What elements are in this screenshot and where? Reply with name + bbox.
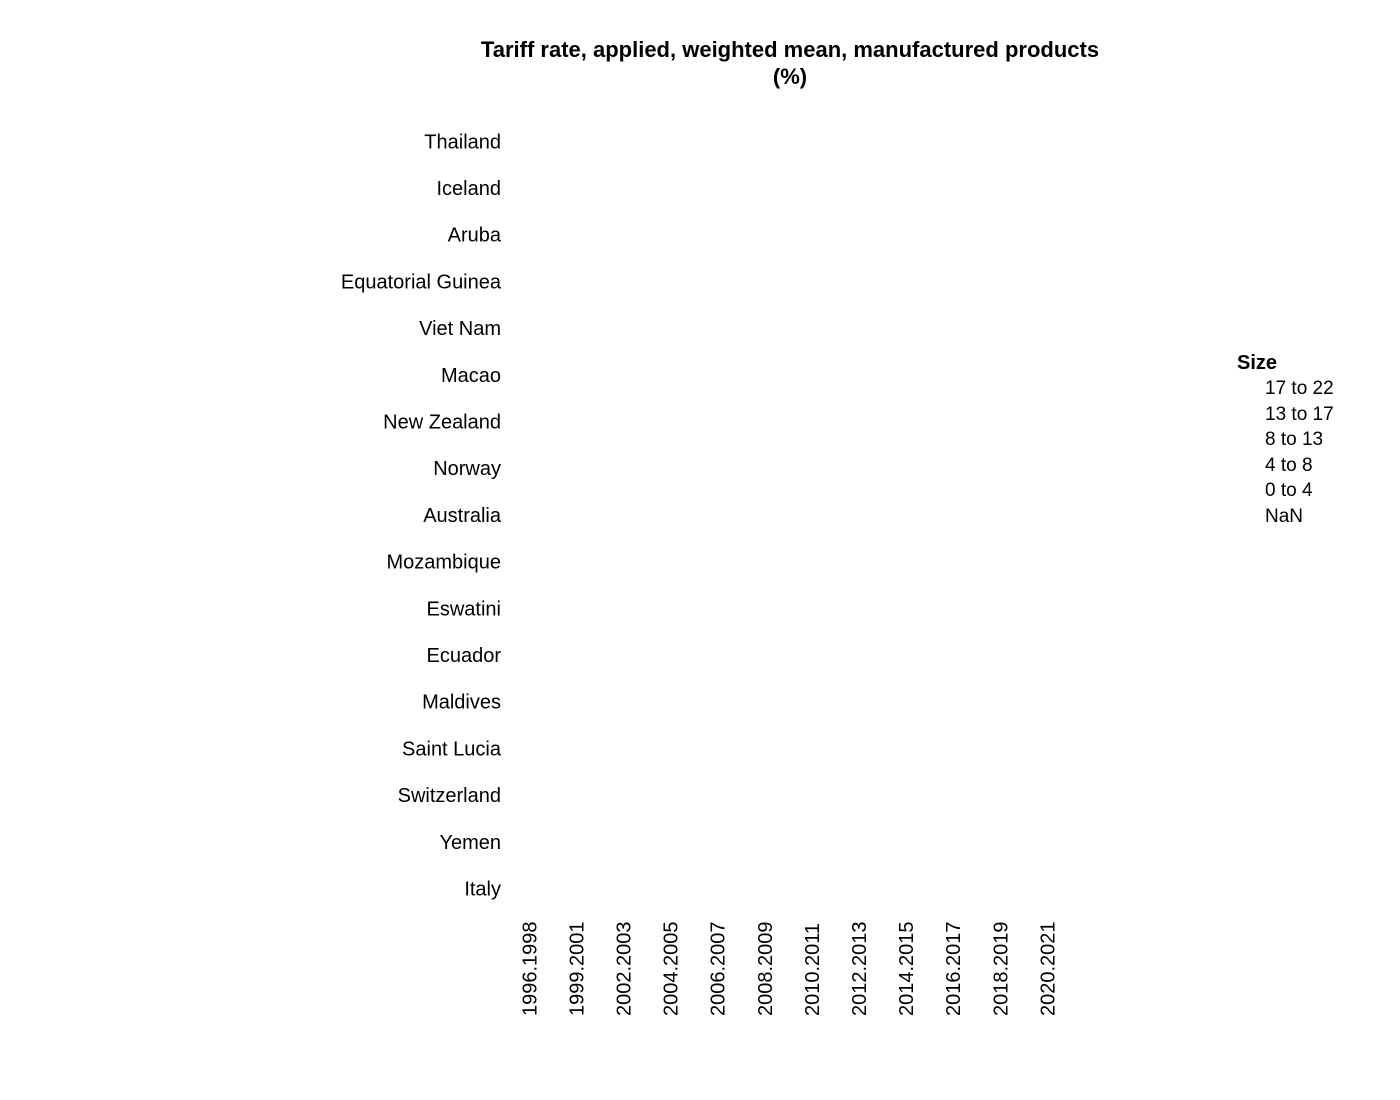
y-tick-label: Saint Lucia [402,738,502,760]
y-tick-label: Australia [423,505,502,527]
chart-title-line-1: Tariff rate, applied, weighted mean, man… [480,37,1100,62]
x-tick-label: 2008.2009 [755,921,777,1016]
y-tick-label: Viet Nam [419,318,501,340]
x-axis-tick-labels: 1996.1998 1999.2001 2002.2003 2004.2005 2006… [519,921,1059,1016]
y-tick-label: New Zealand [383,411,501,433]
legend-item: 13 to 17 [1265,403,1334,425]
y-tick-label: Eswatini [427,598,501,620]
x-tick-label: 2002.2003 [613,921,635,1016]
x-tick-label: 1996.1998 [519,921,541,1016]
x-tick-label: 2004.2005 [661,921,683,1016]
x-tick-label: 2012.2013 [849,921,871,1016]
x-tick-label: 2016.2017 [943,921,965,1016]
y-tick-label: Switzerland [398,785,501,807]
legend: Size 17 to 22 13 to 17 8 to 13 4 to 8 0 to 4… [1237,350,1387,530]
legend-items: 17 to 22 13 to 17 8 to 13 4 to 8 0 to 4 NaN [1237,376,1387,530]
legend-item: 0 to 4 [1265,480,1313,502]
y-tick-label: Italy [464,878,501,900]
x-tick-label: 2010.2011 [802,923,824,1016]
x-tick-label: 2018.2019 [990,921,1012,1016]
y-tick-label: Macao [441,365,501,387]
y-tick-label: Yemen [439,832,501,854]
legend-item: 4 to 8 [1265,454,1313,476]
y-tick-label: Norway [433,458,501,480]
legend-item: 17 to 22 [1265,378,1334,399]
legend-item: 8 to 13 [1265,429,1324,451]
chart-title-line-2: (%) [772,64,808,89]
y-tick-label: Aruba [448,225,502,247]
legend-title: Size [1237,352,1278,374]
y-tick-label: Iceland [437,178,502,200]
x-tick-label: 1999.2001 [566,921,588,1016]
y-tick-label: Ecuador [427,645,502,667]
y-tick-label: Equatorial Guinea [341,271,502,293]
x-tick-label: 2006.2007 [708,921,730,1016]
y-axis-tick-labels: Thailand Iceland Aruba Equatorial Guinea Vie… [341,131,502,900]
chart-title: Tariff rate, applied, weighted mean, man… [440,36,1140,90]
y-tick-label: Thailand [424,131,501,153]
x-tick-label: 2020.2021 [1037,921,1059,1016]
x-tick-label: 2014.2015 [896,921,918,1016]
y-tick-label: Mozambique [386,552,501,574]
y-tick-label: Maldives [422,692,501,714]
legend-item: NaN [1265,505,1304,527]
